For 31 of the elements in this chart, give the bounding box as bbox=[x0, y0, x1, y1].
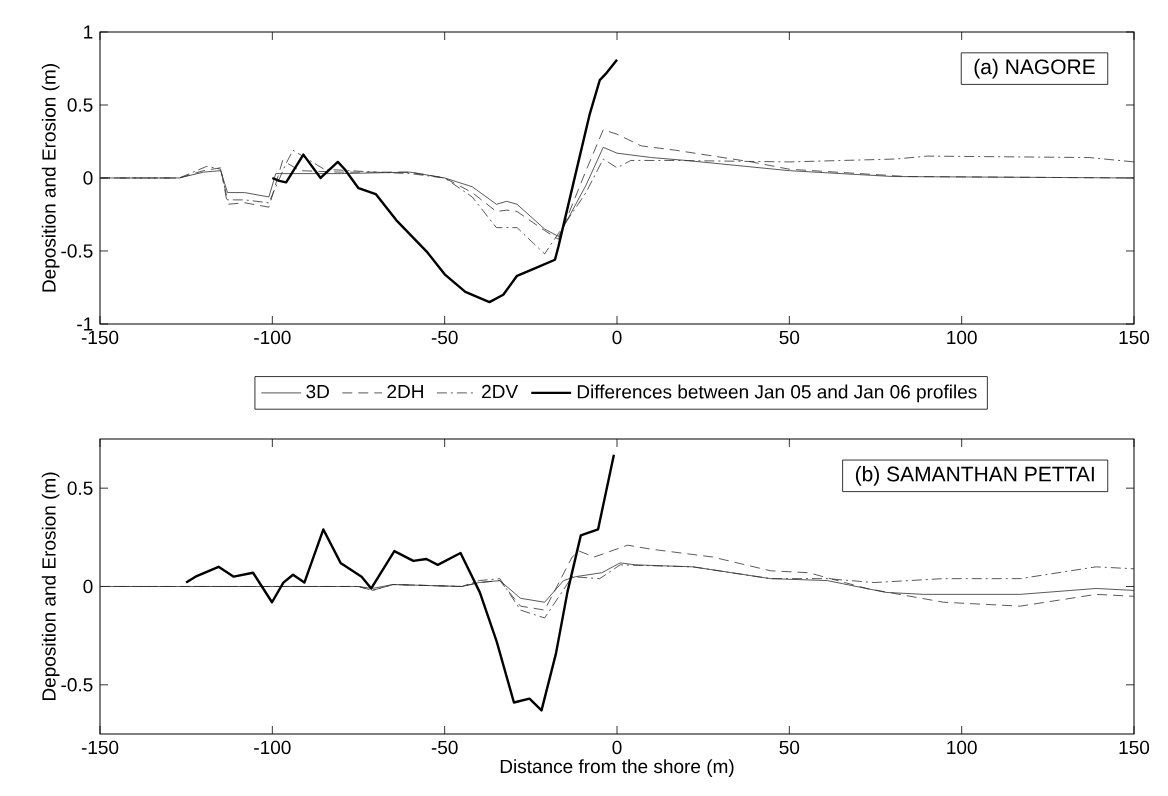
x-tick-label: 150 bbox=[1119, 740, 1150, 755]
y-tick-label: 0.5 bbox=[67, 98, 93, 112]
y-tick-label: 0 bbox=[83, 171, 93, 185]
annotation: (b) SAMANTHAN PETTAI bbox=[855, 466, 1094, 486]
legend-label: 2DV bbox=[482, 384, 519, 399]
x-axis-title: Distance from the shore (m) bbox=[500, 759, 734, 777]
x-tick-label: -150 bbox=[81, 740, 119, 755]
x-tick-label: 150 bbox=[1119, 330, 1150, 345]
x-tick-label: -100 bbox=[254, 740, 291, 755]
legend-label: 3D bbox=[306, 384, 329, 399]
x-tick-label: 50 bbox=[779, 330, 800, 345]
annotation: (a) NAGORE bbox=[974, 58, 1095, 79]
x-tick-label: -150 bbox=[81, 330, 119, 345]
y-tick-label: 1 bbox=[84, 25, 93, 39]
y-tick-label: -1 bbox=[77, 317, 93, 331]
legend-label: Differences between Jan 05 and Jan 06 profiles bbox=[577, 384, 977, 403]
y-tick-label: 0 bbox=[83, 579, 93, 594]
x-tick-label: 100 bbox=[947, 740, 977, 755]
y-axis-title: Deposition and Erosion (m) bbox=[41, 472, 60, 701]
x-tick-label: 100 bbox=[947, 330, 977, 345]
y-tick-label: -0.5 bbox=[61, 678, 93, 692]
x-tick-label: -100 bbox=[254, 330, 291, 345]
x-tick-label: 50 bbox=[779, 740, 800, 755]
y-tick-label: -0.5 bbox=[61, 244, 93, 258]
x-tick-label: -50 bbox=[431, 330, 458, 345]
legend-label: 2DH bbox=[387, 384, 423, 399]
y-tick-label: 0.5 bbox=[67, 481, 93, 495]
x-tick-label: -50 bbox=[431, 740, 458, 755]
y-axis-title: Deposition and Erosion (m) bbox=[41, 64, 60, 292]
x-tick-label: 0 bbox=[612, 740, 622, 755]
x-tick-label: 0 bbox=[612, 330, 622, 345]
